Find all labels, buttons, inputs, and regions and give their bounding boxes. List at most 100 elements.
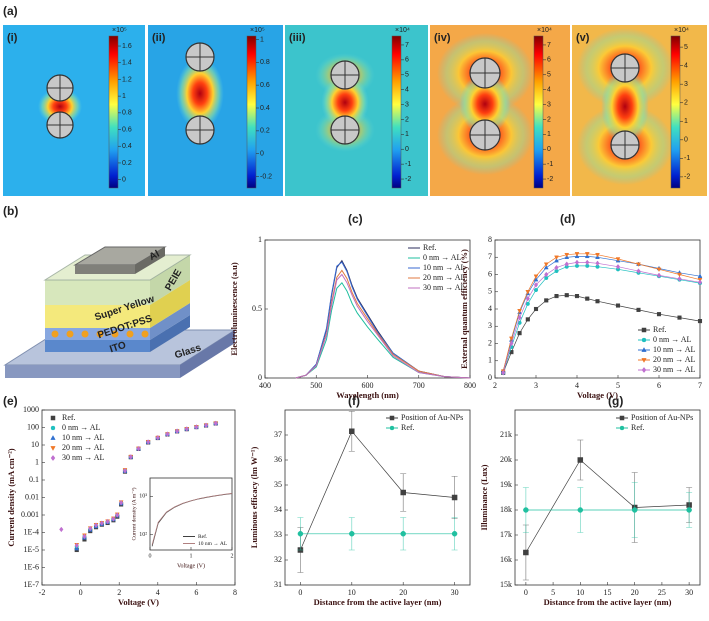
x-tick-label: 20: [399, 588, 407, 597]
y-tick-label: 31: [274, 580, 282, 589]
marker: [577, 507, 584, 513]
marker: [213, 420, 218, 427]
marker: [119, 500, 124, 506]
x-axis-title: Voltage (V): [177, 562, 205, 569]
marker: [525, 290, 531, 295]
marker: [194, 424, 199, 430]
marker: [136, 445, 141, 452]
colorbar: [246, 35, 257, 189]
x-axis-title: Voltage (V): [118, 597, 159, 607]
layer-label: ITO: [108, 340, 127, 356]
colorbar-tick-label: 0: [684, 137, 688, 144]
colorbar-tick-label: 0.4: [122, 143, 132, 150]
colorbar-tick-label: 3: [684, 81, 688, 88]
colorbar-tick-label: 0.6: [260, 82, 270, 89]
x-tick-label: 3: [534, 381, 538, 390]
marker: [554, 264, 559, 271]
y-tick-label: 0.01: [25, 492, 39, 501]
y-tick-label: 6: [488, 269, 492, 278]
marker: [656, 272, 662, 279]
marker: [697, 279, 703, 286]
marker: [523, 549, 529, 556]
y-tick-label: 16k: [500, 555, 512, 564]
colorbar-multiplier: ×10⁴: [537, 27, 552, 34]
colorbar-tick-label: 4: [547, 86, 551, 93]
y-tick-label: 10²: [139, 532, 147, 538]
colorbar-tick-label: 7: [405, 42, 409, 49]
marker: [400, 531, 406, 537]
y-tick-label: 8: [488, 235, 492, 244]
colorbar-tick-label: 5: [547, 72, 551, 79]
y-tick-label: 100: [27, 422, 39, 431]
marker: [619, 425, 625, 431]
panel-label: (g): [608, 394, 623, 408]
marker: [533, 282, 539, 288]
legend-label: Position of Au-NPs: [631, 413, 693, 422]
panel-label: (b): [3, 204, 18, 218]
x-tick-label: 30: [451, 588, 459, 597]
marker: [619, 415, 625, 421]
colorbar-multiplier: ×10⁵: [112, 27, 127, 34]
plot-frame: [284, 409, 471, 586]
x-tick-label: 0: [149, 553, 152, 559]
marker: [451, 531, 458, 537]
y-tick-label: 0.1: [29, 475, 39, 484]
marker: [641, 347, 647, 352]
marker: [517, 314, 522, 321]
y-tick-label: 1E-5: [23, 545, 39, 554]
nanoparticle: [81, 330, 89, 338]
panel-label: (a): [3, 4, 18, 18]
marker: [165, 431, 170, 437]
x-axis-title: Wavelength (nm): [336, 390, 399, 400]
legend-label: Ref.: [198, 533, 208, 540]
marker: [74, 542, 79, 549]
marker: [615, 263, 621, 270]
marker: [564, 293, 569, 298]
field-hotspot: [321, 75, 369, 130]
map-label: (ii): [152, 32, 166, 44]
nanoparticle: [66, 330, 74, 338]
marker: [349, 531, 355, 537]
colorbar-tick-label: 1: [122, 93, 126, 100]
colorbar-tick-label: -1: [684, 155, 690, 162]
marker: [595, 252, 600, 258]
x-axis-title: Distance from the active layer (nm): [544, 597, 672, 607]
legend-label: 10 nm → AL: [198, 541, 228, 547]
y-tick-label: 10: [31, 440, 39, 449]
layer-label: Al: [147, 248, 161, 263]
peie-layer: [45, 280, 150, 305]
legend-label: Ref.: [62, 413, 76, 422]
y-axis-title: Current density (A m⁻²): [130, 487, 137, 540]
marker: [615, 303, 621, 308]
legend-label: 20 nm → AL: [423, 273, 466, 282]
colorbar-tick-label: -2: [547, 176, 553, 183]
ito-layer: [45, 340, 150, 352]
colorbar-tick-label: 0: [260, 151, 264, 158]
marker: [508, 336, 514, 342]
x-tick-label: 2: [117, 588, 121, 597]
y-axis-title: Current density (mA cm⁻²): [6, 448, 16, 546]
x-tick-label: 30: [685, 588, 693, 597]
x-tick-label: 2: [231, 553, 234, 559]
marker: [686, 507, 692, 513]
nanoparticle: [111, 330, 119, 338]
colorbar-tick-label: 5: [405, 72, 409, 79]
marker: [525, 317, 530, 322]
colorbar-multiplier: ×10⁴: [395, 27, 410, 34]
colorbar-tick-label: 1.2: [122, 76, 132, 83]
series-line: [502, 265, 701, 373]
marker: [517, 309, 523, 314]
colorbar-tick-label: 0.6: [122, 126, 132, 133]
legend-label: 10 nm → AL: [653, 345, 696, 354]
marker: [544, 271, 549, 278]
marker: [184, 426, 189, 432]
map-label: (v): [576, 32, 590, 44]
x-tick-label: 10: [576, 588, 584, 597]
nanoparticle: [51, 330, 59, 338]
legend-label: 0 nm → AL: [423, 253, 462, 262]
colorbar-tick-label: -2: [684, 174, 690, 181]
legend-label: Ref.: [653, 325, 667, 334]
marker: [297, 531, 304, 537]
legend-label: 10 nm → AL: [62, 433, 105, 442]
